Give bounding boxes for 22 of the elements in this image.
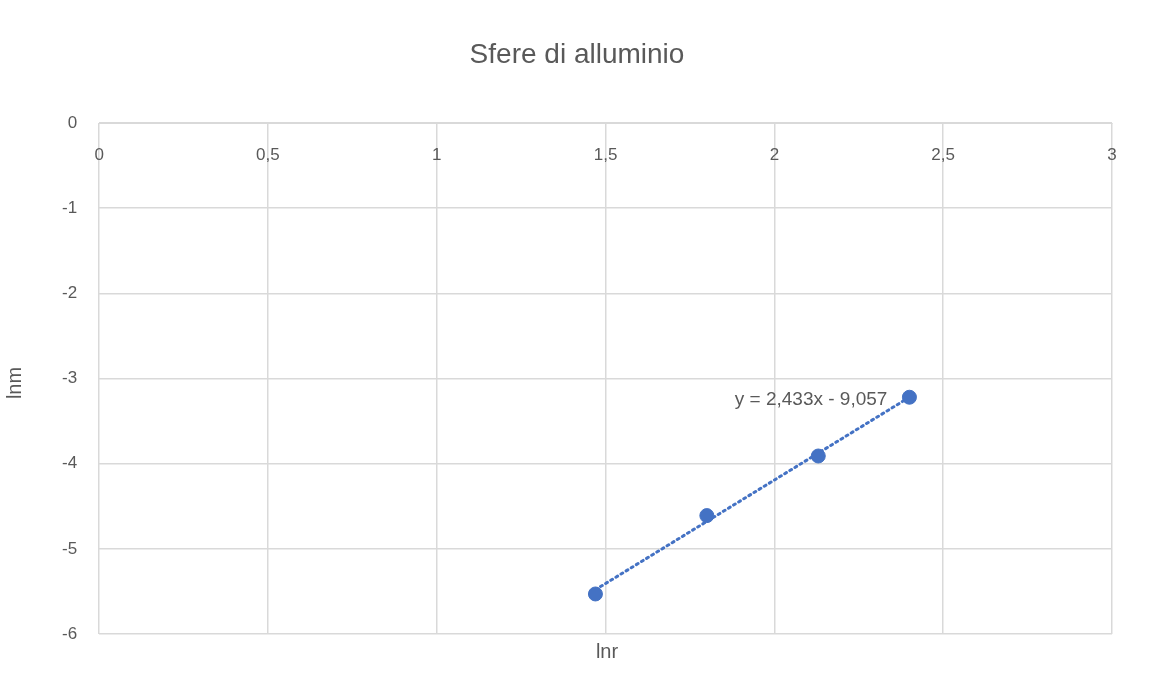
- y-tick-label: -1: [61, 197, 78, 217]
- point: [587, 586, 603, 602]
- x-tick-label: 0,5: [256, 144, 280, 164]
- y-tick-label: -4: [61, 453, 78, 473]
- y-tick-label: -5: [61, 538, 78, 558]
- y-axis-title: lnm: [2, 366, 26, 400]
- y-tick-label: -2: [61, 283, 78, 303]
- point: [901, 389, 917, 405]
- x-tick-label: 2: [769, 144, 780, 164]
- x-tick-label: 0: [94, 144, 104, 164]
- point: [699, 508, 715, 524]
- point: [810, 448, 826, 464]
- y-tick-label: -6: [61, 623, 78, 643]
- chart-title: Sfere di alluminio: [468, 38, 686, 70]
- x-tick-label: 1,5: [593, 144, 618, 164]
- x-tick-label: 3: [1107, 144, 1117, 164]
- y-tick-label: 0: [67, 112, 78, 132]
- x-tick-label: 2,5: [931, 144, 956, 164]
- x-tick-label: 1: [432, 144, 442, 164]
- annotation: y = 2,433x - 9,057: [734, 388, 888, 410]
- y-tick-label: -3: [61, 368, 78, 388]
- x-axis-title: lnr: [595, 640, 619, 662]
